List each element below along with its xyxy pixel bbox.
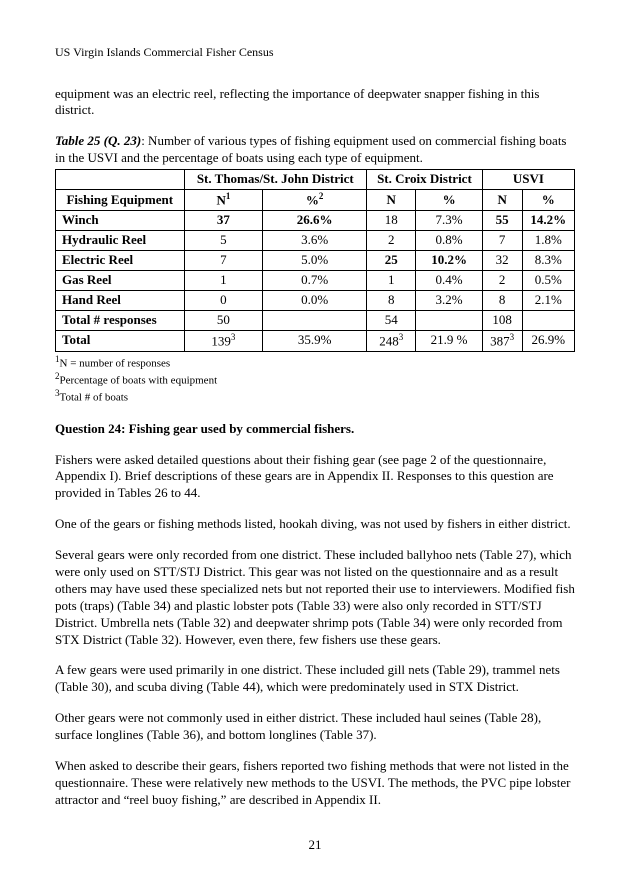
table-cell: 3873 [482,330,522,351]
table-caption: Table 25 (Q. 23): Number of various type… [55,133,575,167]
table-cell: 5.0% [263,251,367,271]
table-row: Hydraulic Reel53.6%20.8%71.8% [56,231,575,251]
row-label: Gas Reel [56,270,185,290]
sub-header-n-1: N1 [184,190,263,211]
row-label: Total # responses [56,310,185,330]
table-cell: 37 [184,211,263,231]
table-cell: 7 [482,231,522,251]
table-cell: 2.1% [522,290,574,310]
sub-header-pct-1: %2 [263,190,367,211]
paragraph: Fishers were asked detailed questions ab… [55,452,575,503]
sub-header-pct-2: % [416,190,482,211]
caption-prefix: Table 25 (Q. 23) [55,133,141,148]
table-cell: 1393 [184,330,263,351]
table-cell: 14.2% [522,211,574,231]
table-super-header-row: St. Thomas/St. John District St. Croix D… [56,170,575,190]
sub-header-n-3: N [482,190,522,211]
table-row: Gas Reel10.7%10.4%20.5% [56,270,575,290]
intro-paragraph: equipment was an electric reel, reflecti… [55,86,575,120]
table-cell: 26.9% [522,330,574,351]
table-cell: 7.3% [416,211,482,231]
footnote-3: 3Total # of boats [55,388,575,405]
table-cell: 3.6% [263,231,367,251]
footnote-1: 1N = number of responses [55,354,575,371]
table-footnotes: 1N = number of responses 2Percentage of … [55,354,575,405]
table-cell: 0.7% [263,270,367,290]
footnote-2: 2Percentage of boats with equipment [55,371,575,388]
super-header-blank [56,170,185,190]
table-cell: 108 [482,310,522,330]
paragraph: When asked to describe their gears, fish… [55,758,575,809]
paragraph: Several gears were only recorded from on… [55,547,575,648]
table-cell: 8 [367,290,416,310]
super-header-stx: St. Croix District [367,170,483,190]
page-header: US Virgin Islands Commercial Fisher Cens… [55,45,575,61]
question-heading: Question 24: Fishing gear used by commer… [55,421,575,438]
table-cell: 0.0% [263,290,367,310]
table-cell [416,310,482,330]
row-label: Hydraulic Reel [56,231,185,251]
table-row: Electric Reel75.0%2510.2%328.3% [56,251,575,271]
paragraph: Other gears were not commonly used in ei… [55,710,575,744]
table-cell: 5 [184,231,263,251]
table-cell: 1 [184,270,263,290]
table-cell: 10.2% [416,251,482,271]
table-cell: 26.6% [263,211,367,231]
table-cell: 2 [367,231,416,251]
page-number: 21 [55,837,575,854]
table-cell: 0.8% [416,231,482,251]
table-cell: 1.8% [522,231,574,251]
table-cell: 2483 [367,330,416,351]
table-cell: 50 [184,310,263,330]
paragraph: One of the gears or fishing methods list… [55,516,575,533]
table-cell: 8.3% [522,251,574,271]
table-cell: 32 [482,251,522,271]
table-cell: 18 [367,211,416,231]
sub-header-equipment: Fishing Equipment [56,190,185,211]
table-cell: 3.2% [416,290,482,310]
table-cell: 25 [367,251,416,271]
sub-header-n-2: N [367,190,416,211]
row-label: Hand Reel [56,290,185,310]
super-header-stj: St. Thomas/St. John District [184,170,367,190]
table-cell: 55 [482,211,522,231]
row-label: Electric Reel [56,251,185,271]
table-cell: 0 [184,290,263,310]
equipment-table: St. Thomas/St. John District St. Croix D… [55,169,575,352]
sub-header-pct-3: % [522,190,574,211]
table-sub-header-row: Fishing Equipment N1 %2 N % N % [56,190,575,211]
row-label: Winch [56,211,185,231]
super-header-usvi: USVI [482,170,574,190]
table-row: Total # responses50 54 108 [56,310,575,330]
table-cell: 2 [482,270,522,290]
table-row: Winch3726.6%187.3%5514.2% [56,211,575,231]
table-row: Total139335.9%248321.9 %387326.9% [56,330,575,351]
table-row: Hand Reel00.0%83.2%82.1% [56,290,575,310]
row-label: Total [56,330,185,351]
table-cell: 0.4% [416,270,482,290]
table-cell: 0.5% [522,270,574,290]
table-cell: 7 [184,251,263,271]
table-cell [263,310,367,330]
table-cell: 54 [367,310,416,330]
table-cell [522,310,574,330]
paragraph: A few gears were used primarily in one d… [55,662,575,696]
table-cell: 8 [482,290,522,310]
table-cell: 35.9% [263,330,367,351]
table-cell: 1 [367,270,416,290]
table-cell: 21.9 % [416,330,482,351]
